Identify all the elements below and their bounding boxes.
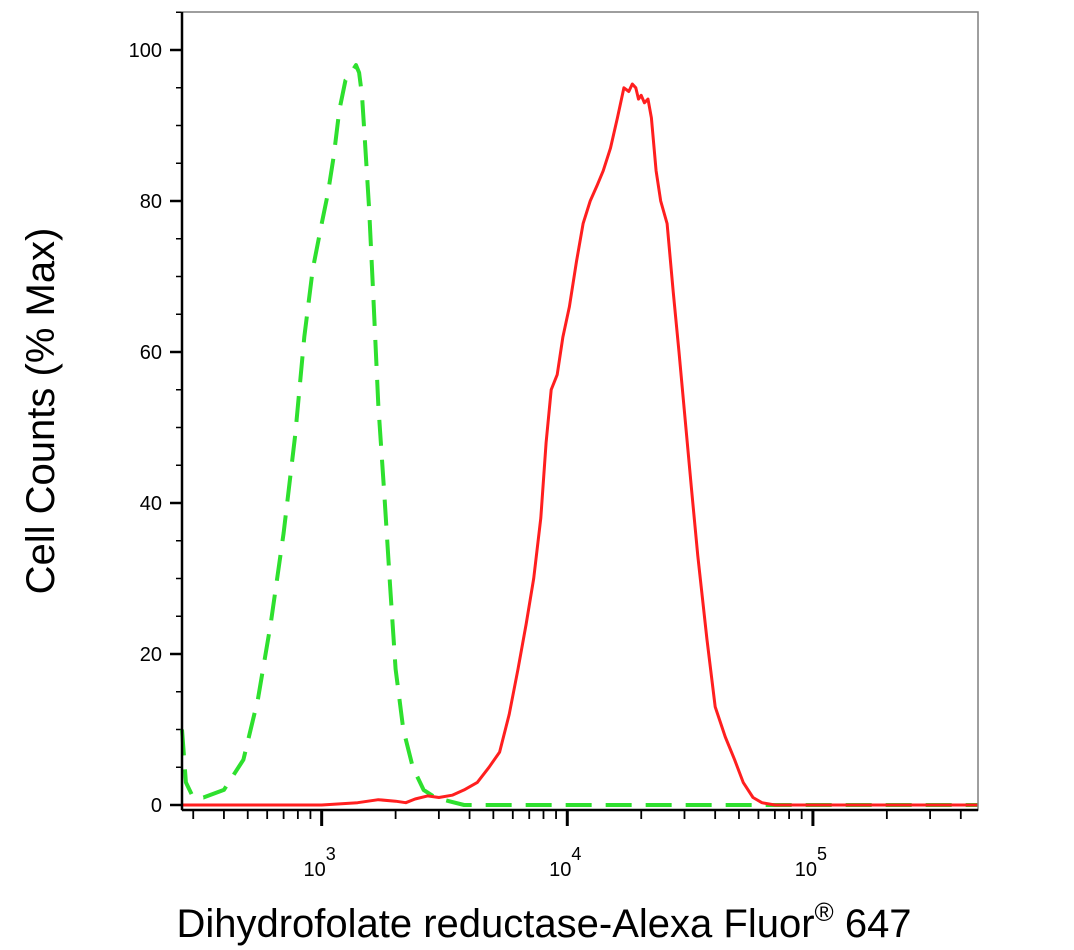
series-layer [180,63,978,807]
plot-frame [181,11,979,811]
x-tick-label: 104 [549,844,581,881]
x-axis-title-main: Dihydrofolate reductase-Alexa Fluor [176,902,814,946]
y-tick-label: 60 [140,342,162,364]
x-axis-title: Dihydrofolate reductase-Alexa Fluor® 647 [176,897,911,946]
x-tick-label-base: 10 [549,859,571,881]
y-tick-label: 40 [140,493,162,515]
series-line-sample [182,82,978,807]
x-tick-label-base: 10 [795,859,817,881]
y-tick-label: 100 [129,40,162,62]
series-line-control [180,63,978,807]
y-tick-label: 80 [140,191,162,213]
x-axis-title-superscript: ® [815,897,834,927]
y-tick-label: 0 [151,795,162,817]
x-tick-label-exponent: 5 [817,844,827,864]
y-axis-title: Cell Counts (% Max) [19,228,63,595]
x-axis-title-suffix: 647 [834,902,912,946]
y-axis-ticks: 0 20 40 60 80 100 [129,11,182,817]
x-tick-label: 105 [795,844,827,881]
x-tick-label-exponent: 4 [571,844,581,864]
x-tick-label: 103 [304,844,336,881]
y-tick-label: 20 [140,644,162,666]
x-tick-label-base: 10 [304,859,326,881]
x-tick-label-exponent: 3 [326,844,336,864]
